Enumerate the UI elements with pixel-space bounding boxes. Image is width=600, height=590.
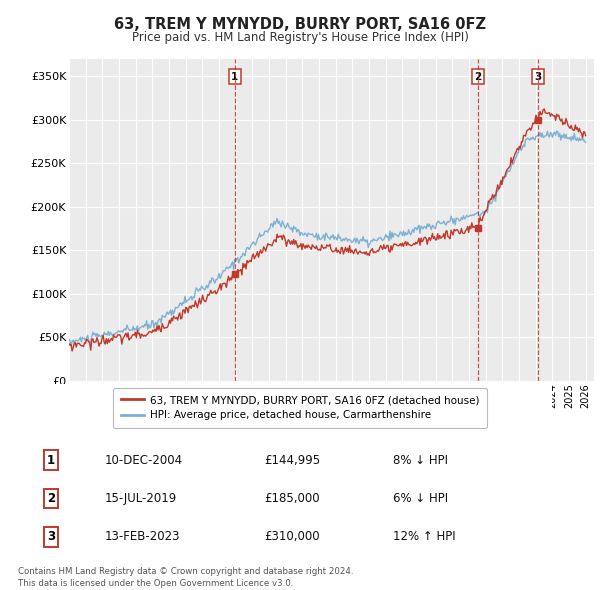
Text: Price paid vs. HM Land Registry's House Price Index (HPI): Price paid vs. HM Land Registry's House … [131,31,469,44]
Text: £144,995: £144,995 [264,454,320,467]
Text: 1: 1 [47,454,55,467]
Text: 2: 2 [47,492,55,505]
Legend: 63, TREM Y MYNYDD, BURRY PORT, SA16 0FZ (detached house), HPI: Average price, de: 63, TREM Y MYNYDD, BURRY PORT, SA16 0FZ … [113,388,487,428]
Text: 8% ↓ HPI: 8% ↓ HPI [393,454,448,467]
Text: 13-FEB-2023: 13-FEB-2023 [105,530,181,543]
Text: £310,000: £310,000 [264,530,320,543]
Text: 10-DEC-2004: 10-DEC-2004 [105,454,183,467]
Text: 63, TREM Y MYNYDD, BURRY PORT, SA16 0FZ: 63, TREM Y MYNYDD, BURRY PORT, SA16 0FZ [114,17,486,31]
Text: 6% ↓ HPI: 6% ↓ HPI [393,492,448,505]
Text: 15-JUL-2019: 15-JUL-2019 [105,492,177,505]
Text: Contains HM Land Registry data © Crown copyright and database right 2024.
This d: Contains HM Land Registry data © Crown c… [18,568,353,588]
Text: £185,000: £185,000 [264,492,320,505]
Text: 1: 1 [231,72,238,81]
Text: 3: 3 [47,530,55,543]
Text: 2: 2 [475,72,482,81]
Text: 12% ↑ HPI: 12% ↑ HPI [393,530,455,543]
Text: 3: 3 [534,72,541,81]
